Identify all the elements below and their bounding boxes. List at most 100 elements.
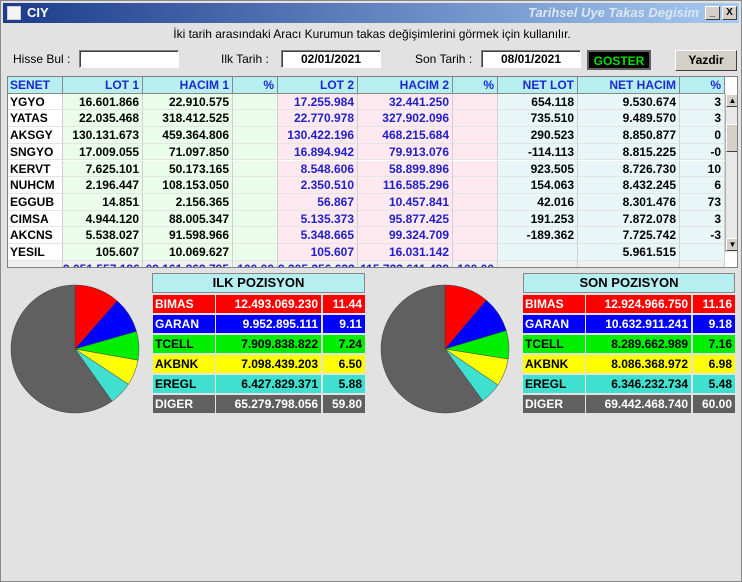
table-cell: SNGYO [8, 143, 63, 161]
table-cell: 290.523 [498, 127, 578, 144]
ilk-pozisyon-pie-chart [10, 284, 140, 414]
column-header[interactable]: % [233, 77, 278, 94]
table-cell: 99.324.709 [358, 227, 453, 244]
position-percent: 9.11 [323, 315, 365, 333]
column-header[interactable]: % [680, 77, 725, 94]
hisse-search-input[interactable] [79, 50, 179, 68]
table-cell [453, 160, 498, 178]
table-cell [233, 210, 278, 228]
table-cell: 6 [680, 177, 725, 194]
table-cell [680, 244, 725, 261]
position-value: 12.924.966.750 [586, 295, 691, 313]
position-value: 8.086.368.972 [586, 355, 691, 373]
table-cell [453, 227, 498, 244]
goster-button[interactable]: GOSTER [587, 50, 651, 70]
column-header[interactable]: NET HACIM [578, 77, 680, 94]
table-cell: 3 [680, 93, 725, 111]
stock-name: BIMAS [523, 295, 585, 313]
table-row[interactable]: YATAS 22.035.468 318.412.525 22.770.978 327.… [8, 110, 737, 128]
hisse-label: Hisse Bul : [13, 52, 71, 66]
column-header[interactable]: NET LOT [498, 77, 578, 94]
son-tarih-label: Son Tarih : [415, 52, 473, 66]
ilk-tarih-input[interactable]: 02/01/2021 [281, 50, 381, 68]
minimize-button[interactable]: _ [705, 6, 720, 20]
title-bar[interactable]: CIY Tarihsel Uye Takas Degisim _ X [3, 3, 739, 23]
table-cell: 10.069.627 [143, 244, 233, 261]
total-cell [680, 260, 725, 267]
ilk-tarih-label: Ilk Tarih : [221, 52, 269, 66]
table-cell: 327.902.096 [358, 110, 453, 128]
table-cell: 8.850.877 [578, 127, 680, 144]
table-cell: 91.598.966 [143, 227, 233, 244]
table-row[interactable]: AKCNS 5.538.027 91.598.966 5.348.665 99.324.… [8, 227, 737, 244]
table-row[interactable]: YESIL 105.607 10.069.627 105.607 16.031.142 5… [8, 244, 737, 261]
position-percent: 7.16 [693, 335, 735, 353]
table-cell [453, 143, 498, 161]
close-button[interactable]: X [722, 6, 737, 20]
table-cell: YGYO [8, 93, 63, 111]
column-header[interactable]: LOT 2 [278, 77, 358, 94]
son-tarih-input[interactable]: 08/01/2021 [481, 50, 581, 68]
table-row[interactable]: SNGYO 17.009.055 71.097.850 16.894.942 79.91… [8, 143, 737, 161]
app-icon [7, 6, 21, 20]
table-cell [453, 177, 498, 194]
position-percent: 6.98 [693, 355, 735, 373]
position-percent: 7.24 [323, 335, 365, 353]
pie-slice-diger [380, 284, 484, 414]
total-cell: 100,00 [453, 260, 498, 267]
table-cell: 2.196.447 [63, 177, 143, 194]
table-cell: 42.016 [498, 193, 578, 211]
stock-name: BIMAS [153, 295, 215, 313]
totals-row[interactable]: 9.051.557.18609.161.869.795100,009.305.2… [8, 260, 737, 267]
table-cell: 130.131.673 [63, 127, 143, 144]
total-cell [578, 260, 680, 267]
vertical-scrollbar[interactable]: ▲ ▼ [725, 94, 737, 252]
scroll-up-icon[interactable]: ▲ [726, 94, 737, 107]
position-percent: 6.50 [323, 355, 365, 373]
column-header[interactable]: % [453, 77, 498, 94]
table-cell: 468.215.684 [358, 127, 453, 144]
stock-name: TCELL [153, 335, 215, 353]
son-pozisyon-title: SON POZISYON [523, 273, 735, 293]
table-cell: 154.063 [498, 177, 578, 194]
position-value: 65.279.798.056 [216, 395, 321, 413]
table-cell: 8.815.225 [578, 143, 680, 161]
table-cell: 56.867 [278, 193, 358, 211]
scroll-thumb[interactable] [726, 124, 737, 152]
son-pozisyon-pie-chart [380, 284, 510, 414]
total-cell [498, 260, 578, 267]
column-header[interactable]: LOT 1 [63, 77, 143, 94]
table-cell: 191.253 [498, 210, 578, 228]
instructions-text: İki tarih arasındaki Aracı Kurumun takas… [173, 27, 571, 41]
total-cell: 09.161.869.795 [143, 260, 233, 267]
yazdir-button[interactable]: Yazdir [675, 50, 737, 71]
total-cell: 9.305.256.633 [278, 260, 358, 267]
column-header[interactable]: SENET [8, 77, 63, 94]
column-header[interactable]: HACIM 2 [358, 77, 453, 94]
table-cell: AKCNS [8, 227, 63, 244]
table-cell [233, 177, 278, 194]
table-cell [453, 127, 498, 144]
table-cell: 17.255.984 [278, 93, 358, 111]
table-cell: CIMSA [8, 210, 63, 228]
table-row[interactable]: YGYO 16.601.866 22.910.575 17.255.984 32.441… [8, 93, 737, 111]
table-cell: 3 [680, 110, 725, 128]
table-cell: 459.364.806 [143, 127, 233, 144]
position-percent: 59.80 [323, 395, 365, 413]
table-cell: 8.432.245 [578, 177, 680, 194]
table-row[interactable]: KERVT 7.625.101 50.173.165 8.548.606 58.899.… [8, 160, 737, 178]
table-cell: YATAS [8, 110, 63, 128]
table-cell [453, 193, 498, 211]
table-cell: 7.725.742 [578, 227, 680, 244]
column-header[interactable]: HACIM 1 [143, 77, 233, 94]
scroll-down-icon[interactable]: ▼ [726, 238, 737, 251]
table-row[interactable]: EGGUB 14.851 2.156.365 56.867 10.457.841 42.0… [8, 193, 737, 211]
table-cell: 8.548.606 [278, 160, 358, 178]
table-cell: 130.422.196 [278, 127, 358, 144]
table-cell [233, 93, 278, 111]
table-cell: 16.031.142 [358, 244, 453, 261]
table-row[interactable]: AKSGY 130.131.673 459.364.806 130.422.196 46… [8, 127, 737, 144]
table-row[interactable]: NUHCM 2.196.447 108.153.050 2.350.510 116.58… [8, 177, 737, 194]
table-row[interactable]: CIMSA 4.944.120 88.005.347 5.135.373 95.877.… [8, 210, 737, 228]
takas-table[interactable]: SENET LOT 1 HACIM 1% LOT 2 HACIM 2% NET LOT NE… [7, 76, 738, 268]
